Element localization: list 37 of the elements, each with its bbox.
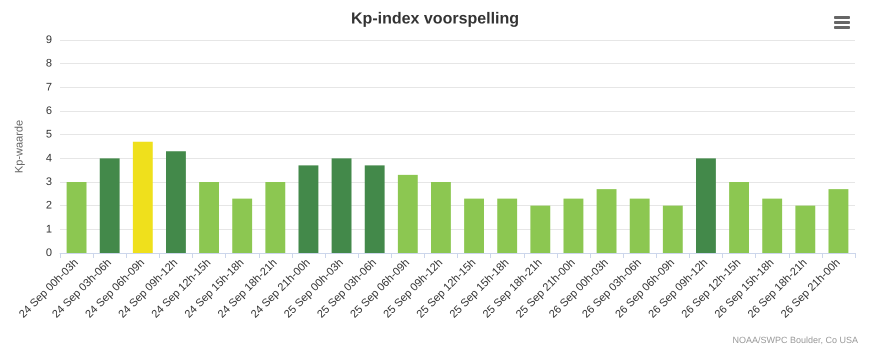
y-tick-label: 5 xyxy=(46,128,52,141)
bar xyxy=(166,151,186,253)
chart-title: Kp-index voorspelling xyxy=(350,10,520,28)
bar xyxy=(265,182,286,253)
y-tick-label: 8 xyxy=(46,58,52,70)
y-tick-label: 7 xyxy=(46,81,52,94)
bar xyxy=(100,158,120,253)
y-tick-label: 3 xyxy=(46,176,52,188)
bar xyxy=(298,165,318,253)
bar xyxy=(431,182,451,253)
bar xyxy=(497,198,518,253)
y-axis-title: Kp-waarde xyxy=(14,120,26,174)
bar xyxy=(199,182,219,253)
y-tick-label: 2 xyxy=(46,200,52,212)
bar xyxy=(232,198,252,253)
bar xyxy=(398,174,418,253)
y-tick-label: 4 xyxy=(46,152,52,164)
y-tick-label: 9 xyxy=(46,34,52,46)
bar xyxy=(530,206,550,253)
bar xyxy=(564,198,584,253)
bar xyxy=(66,182,86,253)
bar xyxy=(828,189,848,253)
y-tick-label: 0 xyxy=(46,247,52,259)
y-tick-label: 1 xyxy=(46,223,52,236)
bar xyxy=(762,198,782,253)
bar xyxy=(132,142,153,253)
bar xyxy=(464,198,484,253)
y-tick-label: 6 xyxy=(46,105,52,117)
bar xyxy=(662,206,683,253)
bar xyxy=(630,198,650,253)
text: NOAA/SWPC Boulder, Co USA xyxy=(732,335,858,345)
bar xyxy=(795,206,816,253)
bar xyxy=(596,189,616,253)
bar xyxy=(729,182,749,253)
bar xyxy=(696,158,716,253)
bar xyxy=(364,165,385,253)
bar xyxy=(332,158,352,253)
